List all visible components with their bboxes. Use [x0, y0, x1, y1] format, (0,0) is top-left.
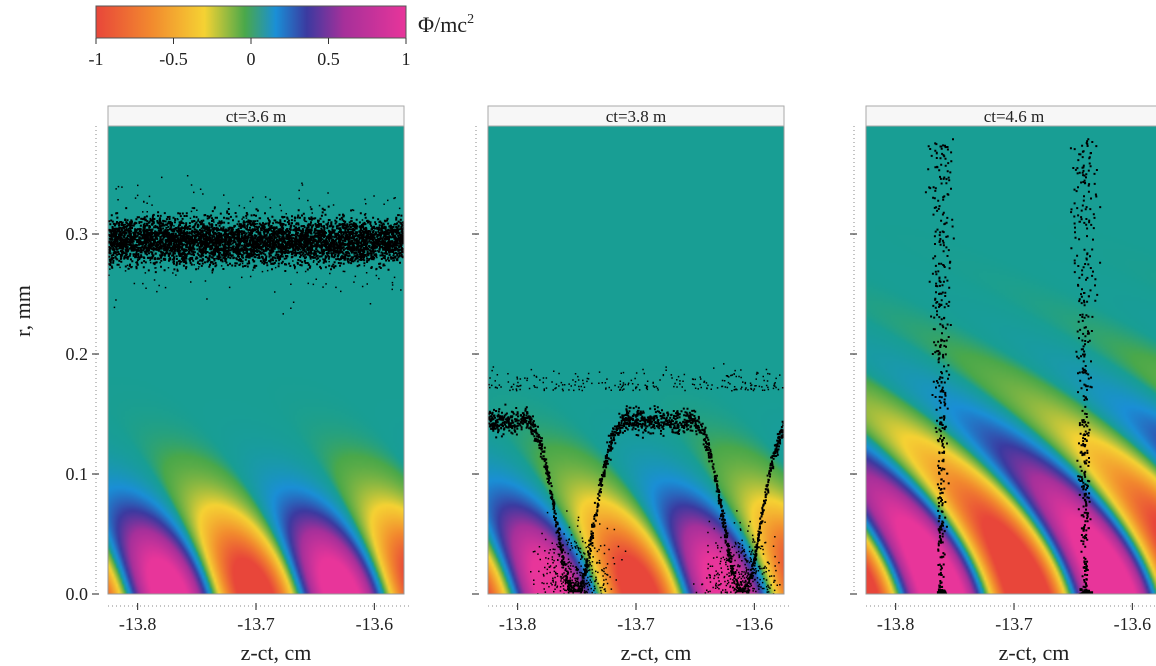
panel-title-strip	[487, 105, 785, 127]
x-tick-label: -13.6	[736, 614, 774, 634]
colorbar-tick-label: 0	[247, 49, 256, 69]
x-axis-label: z-ct, cm	[621, 640, 692, 665]
x-axis-label: z-ct, cm	[241, 640, 312, 665]
electron-scatter	[488, 363, 784, 594]
panels: ct=3.6 m 0.0 0.1 0.2 0.3 -13.8 -13.7 -13.6 z-ct,…	[66, 105, 1156, 665]
potential-heatmap	[488, 126, 784, 594]
x-tick-label: -13.7	[617, 614, 655, 634]
panel-1: ct=3.6 m 0.0 0.1 0.2 0.3 -13.8 -13.7 -13.6 z-ct,…	[66, 105, 412, 665]
colorbar-label: Φ/mc2	[418, 12, 474, 37]
y-tick-label: 0.3	[66, 224, 89, 244]
x-axis-label: z-ct, cm	[999, 640, 1070, 665]
x-tick-label: -13.6	[1114, 614, 1152, 634]
y-tick-label: 0.0	[66, 584, 89, 604]
colorbar-ticks: -1 -0.5 0 0.5 1	[89, 38, 411, 69]
x-tick-label: -13.7	[237, 614, 275, 634]
x-tick-label: -13.8	[877, 614, 915, 634]
colorbar-tick-label: 1	[402, 49, 411, 69]
electron-points	[924, 138, 1102, 594]
panel-2: ct=3.8 m -13.8 -13.7 -13.6 z-ct, cm	[472, 105, 792, 665]
colorbar-tick-label: -0.5	[159, 49, 188, 69]
panel-title: ct=3.8 m	[606, 107, 667, 126]
electron-scatter	[108, 175, 404, 315]
colorbar-gradient	[95, 5, 407, 39]
x-tick-label: -13.7	[995, 614, 1033, 634]
colorbar-tick-label: -1	[89, 49, 104, 69]
panel-title-strip	[865, 105, 1156, 127]
electron-points	[108, 175, 404, 315]
panel-title-strip	[107, 105, 405, 127]
electron-scatter	[924, 138, 1102, 594]
potential-heatmap	[866, 126, 1156, 594]
y-tick-label: 0.2	[66, 344, 89, 364]
colorbar-tick-label: 0.5	[317, 49, 340, 69]
x-tick-label: -13.6	[356, 614, 394, 634]
panel-title: ct=3.6 m	[226, 107, 287, 126]
potential-heatmap	[108, 126, 404, 594]
x-tick-label: -13.8	[119, 614, 157, 634]
y-tick-label: 0.1	[66, 464, 89, 484]
colorbar: -1 -0.5 0 0.5 1 Φ/mc2	[89, 5, 474, 69]
y-axis-label: r, mm	[10, 285, 35, 337]
panel-title: ct=4.6 m	[984, 107, 1045, 126]
panel-3: ct=4.6 m -13.8 -13.7 -13.6 z-ct, cm	[850, 105, 1156, 665]
x-tick-label: -13.8	[499, 614, 537, 634]
colorbar-label-superscript: 2	[467, 12, 474, 27]
electron-points	[488, 363, 784, 594]
